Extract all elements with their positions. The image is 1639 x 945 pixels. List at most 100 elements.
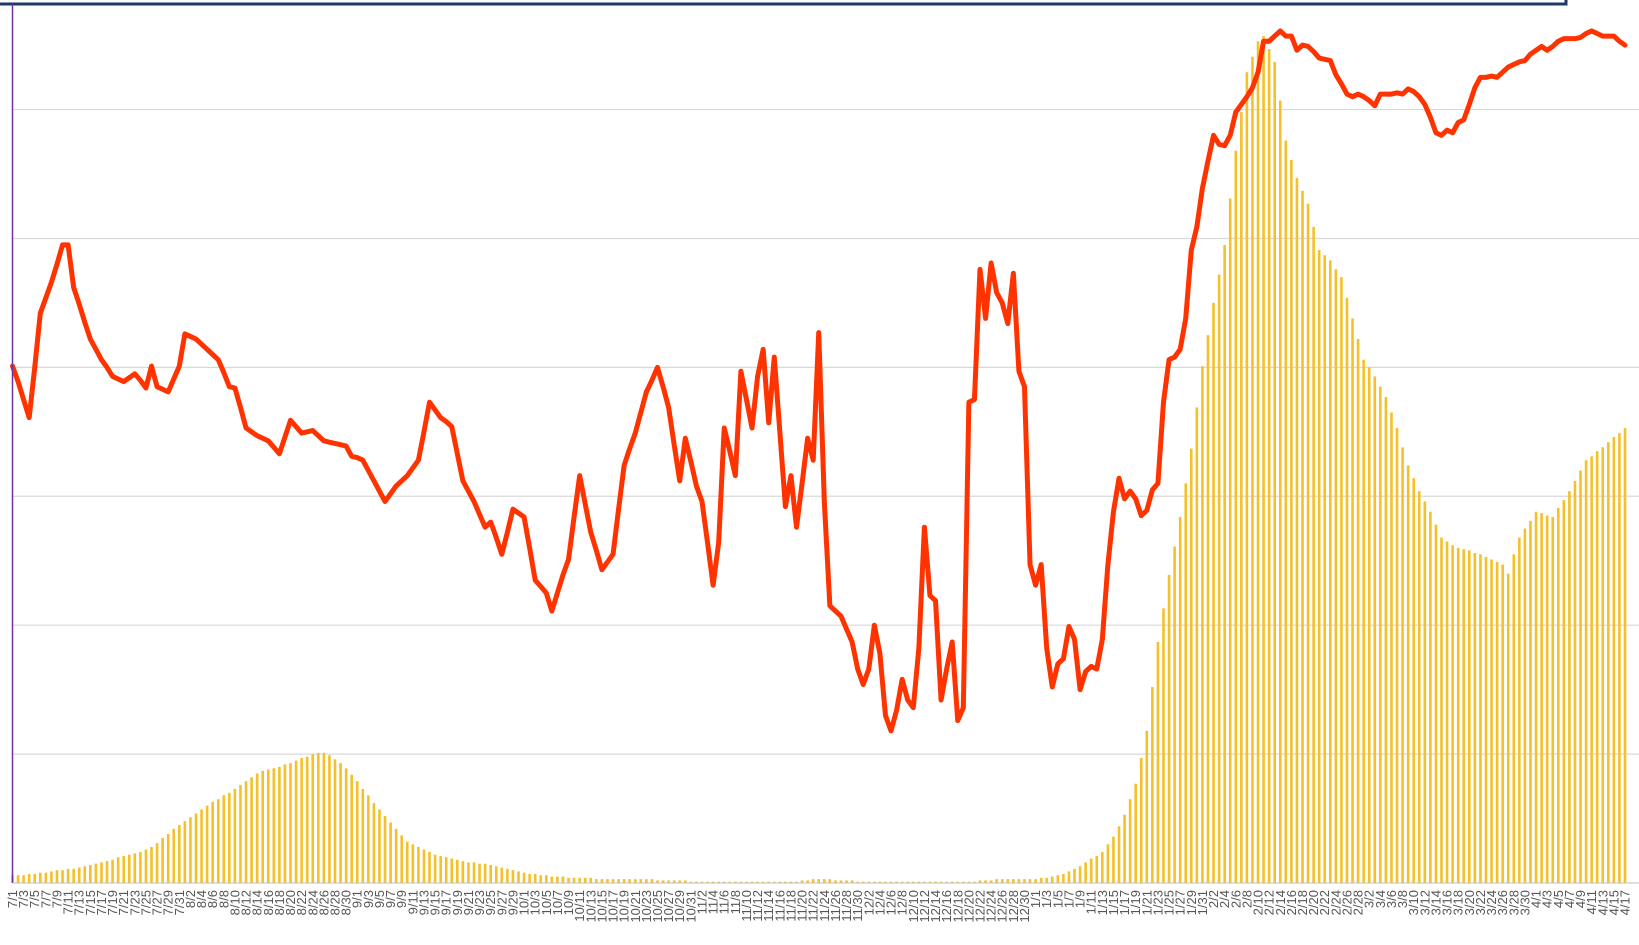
bar xyxy=(611,879,615,883)
bar xyxy=(878,881,882,883)
x-tick-label: 10/29 xyxy=(672,890,687,923)
bar xyxy=(211,801,214,883)
bar xyxy=(689,881,693,883)
bar xyxy=(561,876,565,883)
bar xyxy=(1167,574,1171,883)
bar xyxy=(1573,480,1577,883)
bar xyxy=(750,881,754,883)
x-tick-label: 9/9 xyxy=(394,890,409,908)
x-tick-label: 7/15 xyxy=(83,890,98,915)
x-tick-label: 9/1 xyxy=(350,890,365,908)
x-tick-label: 2/2 xyxy=(1206,890,1221,908)
bar xyxy=(89,864,92,883)
bar xyxy=(1584,460,1588,883)
bar xyxy=(1050,876,1054,883)
x-tick-label: 10/25 xyxy=(650,890,665,923)
bar xyxy=(1456,547,1460,883)
bar xyxy=(1495,562,1499,883)
bar xyxy=(717,881,720,883)
bar xyxy=(189,817,192,883)
bar xyxy=(461,861,465,883)
bar xyxy=(772,881,776,883)
bar xyxy=(205,805,209,883)
bar xyxy=(517,871,520,883)
bar xyxy=(734,881,737,883)
x-tick-label: 2/10 xyxy=(1251,890,1266,915)
x-tick-label: 10/9 xyxy=(561,890,576,915)
bar xyxy=(294,760,298,883)
bar xyxy=(1234,150,1238,884)
x-tick-label: 1/1 xyxy=(1028,890,1043,908)
bar xyxy=(889,881,893,883)
x-tick-label: 7/23 xyxy=(127,890,142,915)
bar xyxy=(1189,448,1193,883)
x-tick-label: 10/3 xyxy=(528,890,543,915)
bar xyxy=(422,849,426,883)
x-tick-label: 11/2 xyxy=(694,890,709,914)
bar xyxy=(1490,559,1493,883)
bar xyxy=(1134,783,1137,883)
x-tick-label: 2/4 xyxy=(1217,890,1232,908)
bar xyxy=(489,864,492,883)
x-tick-label: 2/24 xyxy=(1328,890,1343,915)
x-tick-label: 7/11 xyxy=(61,890,76,914)
bar xyxy=(939,881,943,883)
bar xyxy=(884,881,887,883)
x-tick-label: 10/13 xyxy=(583,890,598,923)
x-tick-label: 10/11 xyxy=(572,890,587,922)
bar xyxy=(1462,549,1466,883)
bar xyxy=(567,877,570,883)
x-tick-label: 3/18 xyxy=(1451,890,1466,915)
x-tick-label: 8/20 xyxy=(283,890,298,915)
bar xyxy=(266,769,270,883)
bar xyxy=(311,754,315,883)
bar xyxy=(678,880,682,883)
x-tick-label: 1/23 xyxy=(1150,890,1165,915)
bar xyxy=(1206,335,1210,883)
bar xyxy=(1173,546,1176,883)
x-tick-label: 3/24 xyxy=(1484,890,1499,915)
x-tick-label: 4/9 xyxy=(1573,890,1588,908)
bar xyxy=(1078,866,1082,883)
x-tick-label: 7/1 xyxy=(5,890,20,908)
bar xyxy=(956,881,960,883)
bar xyxy=(1595,451,1599,883)
bar xyxy=(800,880,804,883)
bar xyxy=(222,795,226,883)
bar xyxy=(172,828,176,883)
x-tick-label: 3/20 xyxy=(1462,890,1477,915)
bar xyxy=(1501,564,1504,883)
x-tick-label: 7/3 xyxy=(16,890,31,908)
bar xyxy=(300,757,303,883)
bar xyxy=(1017,879,1021,883)
bar xyxy=(1556,507,1560,883)
x-tick-label: 7/25 xyxy=(138,890,153,915)
x-tick-label: 8/22 xyxy=(294,890,309,915)
bar xyxy=(950,881,954,883)
bar xyxy=(995,879,998,883)
bar xyxy=(533,873,537,883)
bar xyxy=(1351,318,1354,883)
bar xyxy=(1195,407,1199,883)
x-tick-label: 12/10 xyxy=(906,890,921,923)
x-tick-label: 11/8 xyxy=(728,890,743,914)
bar xyxy=(1212,302,1215,883)
bar xyxy=(1273,61,1276,883)
bar xyxy=(1512,554,1516,883)
bar xyxy=(127,854,131,883)
bar xyxy=(1612,436,1616,883)
x-tick-label: 12/24 xyxy=(984,890,999,923)
bar xyxy=(1506,573,1510,883)
bar xyxy=(1240,112,1243,883)
bar xyxy=(873,881,876,883)
x-tick-label: 9/25 xyxy=(483,890,498,915)
bar xyxy=(661,880,665,883)
x-tick-label: 1/17 xyxy=(1117,890,1132,915)
bar xyxy=(116,857,120,883)
bar xyxy=(494,866,498,883)
bar xyxy=(144,849,148,883)
bar xyxy=(1228,198,1232,884)
bar xyxy=(1251,56,1254,883)
bar xyxy=(1084,862,1087,883)
